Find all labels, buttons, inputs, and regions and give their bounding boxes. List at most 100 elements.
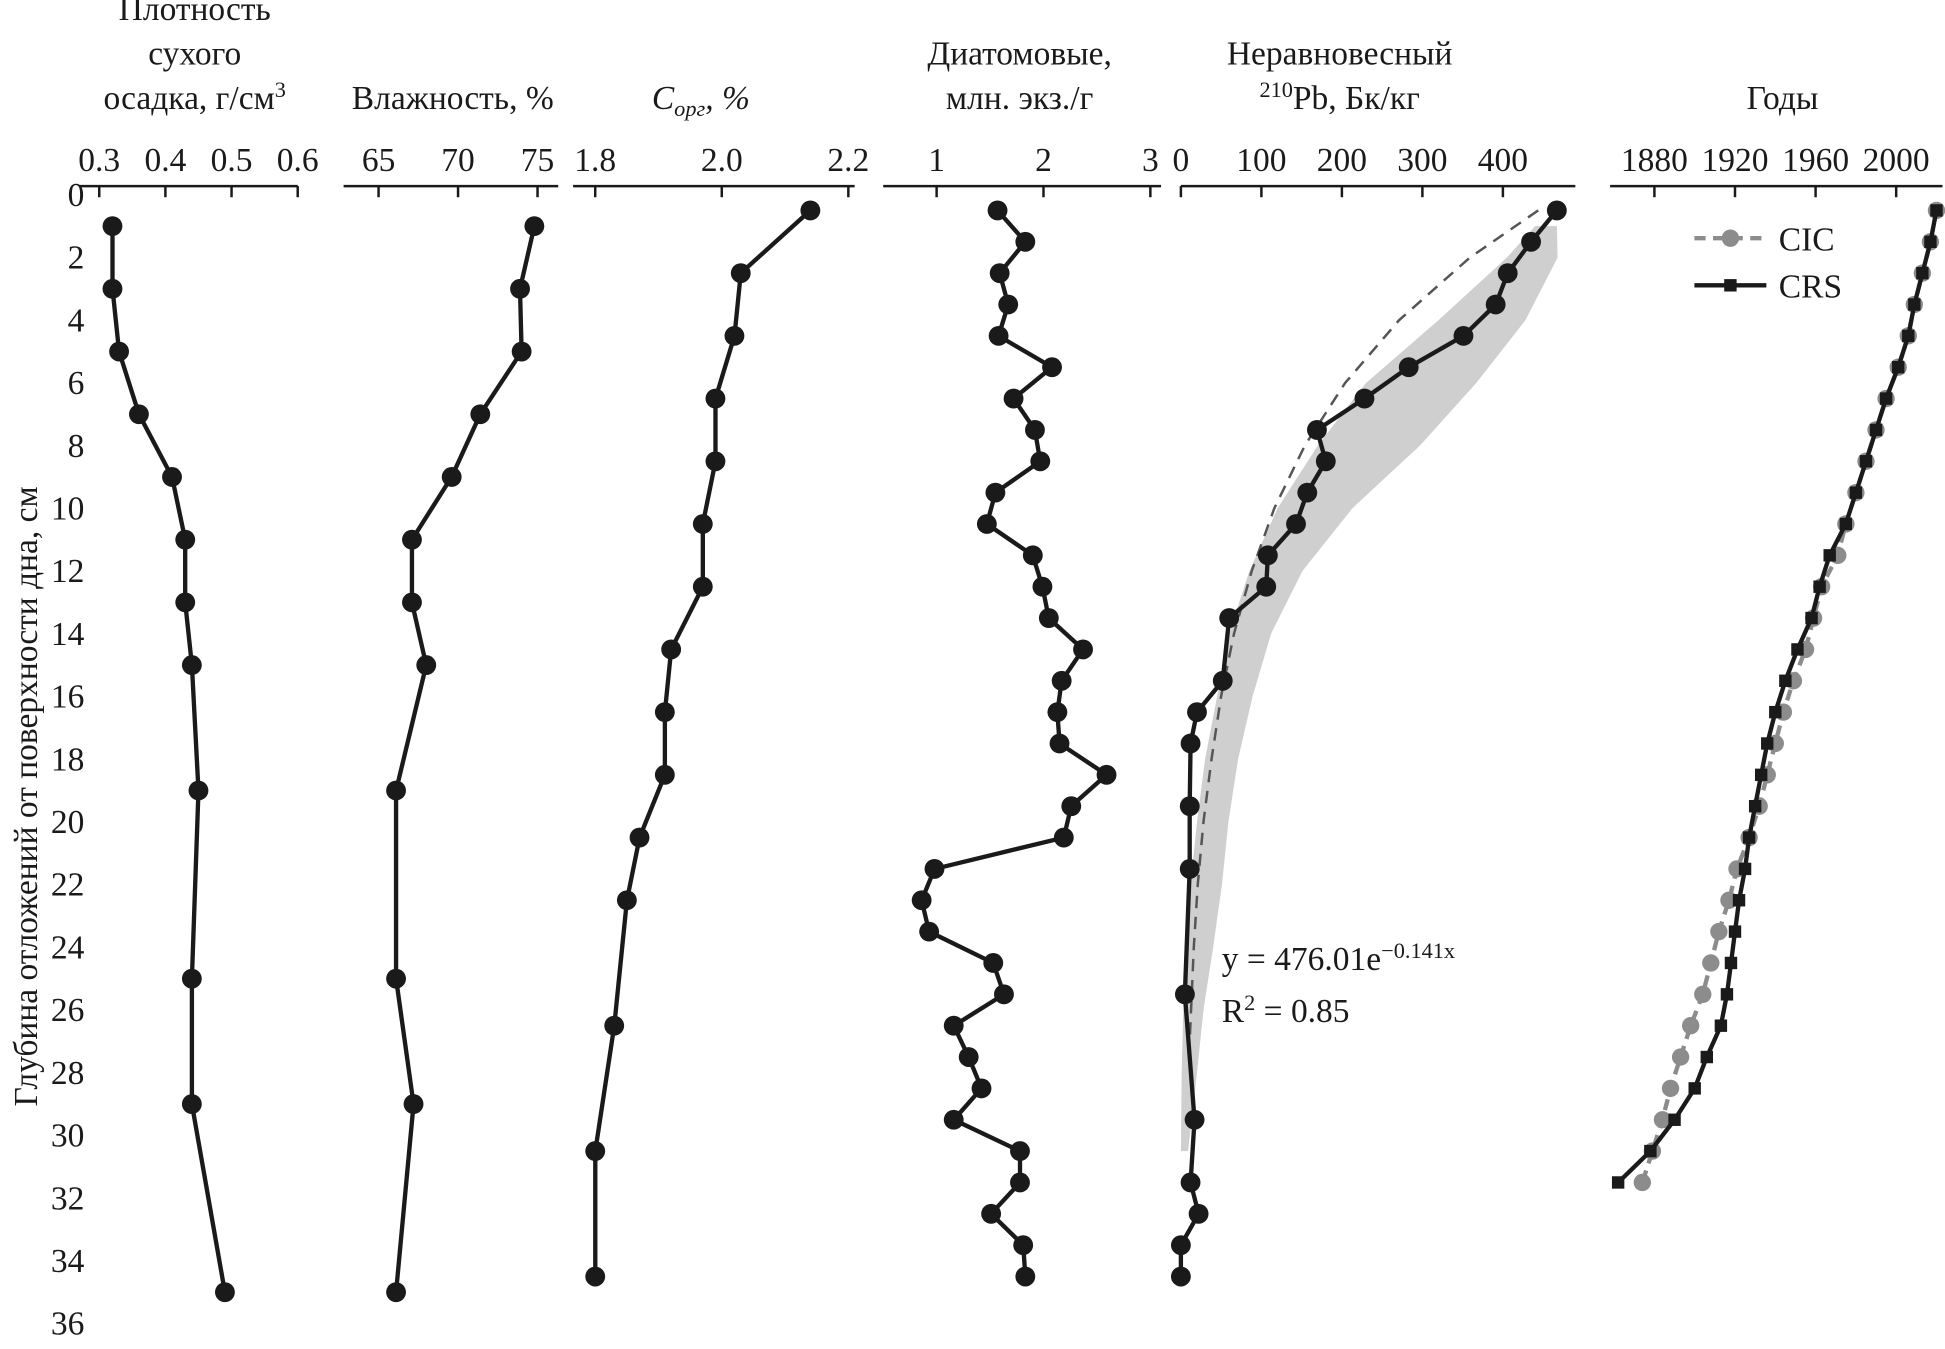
y-tick-label: 0 — [68, 177, 85, 214]
confidence-band — [1180, 226, 1558, 1152]
panel-title-part: Pb, Бк/кг — [1293, 80, 1420, 117]
point — [1398, 357, 1419, 378]
x-tick-label: 2.0 — [701, 142, 743, 179]
point — [181, 655, 202, 676]
panel-title-part: Влажность, % — [352, 80, 554, 117]
point — [654, 702, 675, 723]
point — [1180, 1172, 1201, 1193]
point — [1924, 235, 1937, 248]
point — [692, 514, 713, 534]
y-tick-label: 16 — [51, 679, 84, 716]
y-tick-label: 6 — [68, 365, 85, 402]
point — [109, 341, 130, 362]
y-tick-label: 20 — [51, 804, 84, 841]
point — [985, 482, 1006, 503]
point — [1521, 231, 1541, 252]
point — [1015, 1266, 1036, 1287]
x-tick-label: 1 — [928, 142, 945, 179]
point — [402, 592, 422, 613]
point — [1661, 1079, 1680, 1098]
point — [1051, 670, 1072, 691]
point — [1714, 1019, 1728, 1032]
point — [1702, 954, 1720, 972]
point — [1038, 608, 1059, 628]
annotation-sup: 2 — [1244, 990, 1255, 1015]
point — [1219, 608, 1240, 628]
point — [1030, 451, 1051, 472]
fit-line — [1188, 209, 1539, 1042]
annotation-sup: −0.141x — [1381, 938, 1455, 963]
x-tick-label: 1.8 — [574, 142, 616, 179]
point — [188, 780, 209, 801]
point — [983, 953, 1004, 973]
point — [724, 325, 745, 346]
point — [1748, 799, 1762, 813]
x-tick-label: 100 — [1236, 142, 1286, 179]
point — [470, 404, 491, 425]
point — [1754, 768, 1768, 782]
panel-title: Годы — [1747, 80, 1819, 117]
x-tick-label: 2.2 — [827, 142, 869, 179]
panel-title-part: C — [652, 80, 675, 117]
point — [181, 968, 202, 989]
point — [416, 655, 437, 676]
panel-title-part: млн. экз./г — [946, 80, 1093, 117]
point — [175, 592, 196, 613]
point — [1042, 357, 1062, 378]
point — [1003, 388, 1024, 409]
point — [1742, 831, 1756, 844]
series-line — [593, 208, 812, 1277]
point — [1047, 702, 1068, 723]
point — [1671, 1048, 1690, 1066]
point — [943, 1109, 964, 1130]
point — [1061, 796, 1082, 817]
x-tick-label: 0.4 — [144, 142, 186, 179]
point — [1769, 705, 1782, 719]
series-line — [1640, 209, 1939, 1184]
point — [989, 263, 1010, 284]
panel-title: осадка, г/см3 — [104, 77, 286, 117]
x-tick-label: 2 — [1035, 142, 1052, 179]
point — [403, 1094, 424, 1114]
point — [692, 576, 713, 597]
point — [1813, 580, 1826, 593]
point — [386, 1282, 406, 1303]
annotation: y = 476.01e−0.141x — [1222, 938, 1455, 978]
x-tick-label: 400 — [1478, 142, 1528, 179]
point — [1315, 451, 1336, 472]
x-tick-label: 65 — [362, 142, 395, 179]
point — [1184, 1109, 1205, 1130]
point — [705, 451, 726, 472]
point — [971, 1078, 992, 1099]
y-tick-label: 8 — [68, 428, 85, 465]
point — [1187, 702, 1207, 723]
point — [181, 1094, 202, 1114]
point — [1823, 549, 1836, 562]
panel-title: 210Pb, Бк/кг — [1259, 77, 1419, 117]
point — [1891, 361, 1905, 374]
point — [1485, 294, 1506, 315]
point — [1032, 576, 1053, 597]
point — [386, 968, 406, 989]
point — [1307, 420, 1327, 440]
y-tick-label: 22 — [51, 867, 84, 904]
y-tick-label: 2 — [68, 240, 85, 277]
x-tick-label: 2000 — [1863, 142, 1930, 179]
point — [919, 921, 940, 942]
y-tick-label: 18 — [51, 741, 84, 778]
point — [1010, 1172, 1030, 1193]
point — [1453, 325, 1474, 346]
point — [1859, 455, 1873, 468]
point — [1633, 1173, 1652, 1192]
point — [604, 1015, 625, 1036]
y-tick-label: 4 — [68, 302, 85, 339]
point — [1025, 420, 1045, 440]
point — [987, 200, 1008, 221]
panel-title: Влажность, % — [352, 80, 554, 117]
panel-title: млн. экз./г — [946, 80, 1093, 117]
point — [1170, 1266, 1191, 1287]
point — [1297, 482, 1318, 503]
point — [705, 388, 726, 409]
panel-title-part: Неравновесный — [1227, 36, 1453, 73]
